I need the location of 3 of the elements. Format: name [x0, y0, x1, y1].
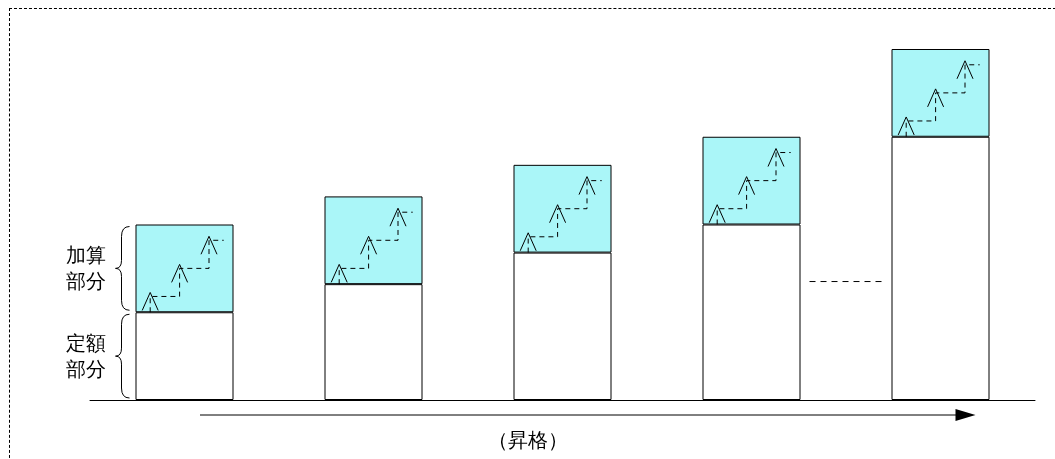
series-label: 定額部分	[65, 330, 106, 383]
x-axis-title: （昇格）	[486, 427, 569, 454]
series-label: 加算部分	[65, 242, 106, 295]
